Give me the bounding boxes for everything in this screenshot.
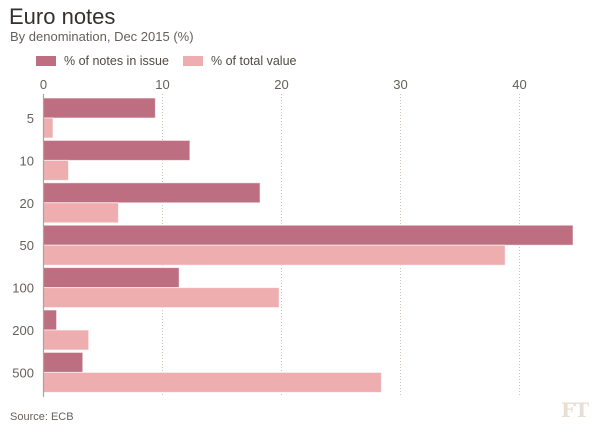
legend-label-notes: % of notes in issue	[64, 54, 169, 68]
x-tick-label-30: 30	[393, 77, 407, 92]
bar-notes-5	[43, 97, 156, 119]
x-tick-label-0: 0	[40, 77, 47, 92]
legend-swatch-value	[183, 56, 203, 66]
bar-notes-10	[43, 139, 191, 161]
bar-value-50	[43, 244, 506, 266]
legend-swatch-notes	[36, 56, 56, 66]
category-label-50: 50	[20, 238, 34, 253]
bar-notes-500	[43, 351, 84, 373]
bar-notes-20	[43, 182, 261, 204]
legend-label-value: % of total value	[211, 54, 297, 68]
x-tick-label-20: 20	[274, 77, 288, 92]
bar-notes-50	[43, 224, 574, 246]
category-label-5: 5	[27, 111, 34, 126]
x-tick-label-10: 10	[155, 77, 169, 92]
category-label-500: 500	[12, 365, 34, 380]
gridlines	[162, 94, 520, 397]
legend-item-value: % of total value	[183, 54, 296, 68]
bar-value-100	[43, 287, 280, 309]
legend-item-notes: % of notes in issue	[36, 54, 169, 68]
category-label-10: 10	[20, 153, 34, 168]
y-axis-categories: 5 10 20 50 100 200 500	[12, 111, 34, 380]
bar-value-10	[43, 159, 69, 181]
category-label-20: 20	[20, 196, 34, 211]
bar-value-20	[43, 202, 119, 224]
source-note: Source: ECB	[10, 411, 74, 423]
bars	[43, 97, 574, 393]
chart-subtitle: By denomination, Dec 2015 (%)	[10, 29, 194, 44]
bar-notes-200	[43, 309, 58, 331]
chart-title: Euro notes	[9, 4, 116, 29]
x-axis-ticks: 0 10 20 30 40	[40, 77, 527, 92]
category-label-200: 200	[12, 323, 34, 338]
bar-value-200	[43, 329, 90, 351]
bar-value-5	[43, 117, 54, 139]
ft-logo: FT	[561, 398, 589, 422]
bar-notes-100	[43, 267, 180, 289]
category-label-100: 100	[12, 281, 34, 296]
bar-value-500	[43, 371, 382, 393]
x-tick-label-40: 40	[512, 77, 526, 92]
